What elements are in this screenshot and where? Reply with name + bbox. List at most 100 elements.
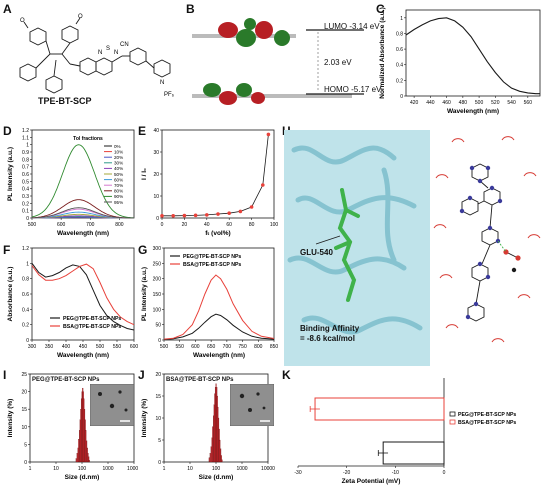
x-tick-label: 1	[29, 466, 32, 472]
ligand-ring	[471, 163, 489, 182]
panel-letter-e: E	[138, 124, 147, 138]
hydrophobic-arc	[451, 138, 465, 143]
tem-particle	[109, 403, 115, 409]
dls-bar	[76, 453, 78, 463]
orbital-lobe	[236, 29, 256, 47]
ligand-bond	[477, 200, 485, 205]
chart-d-pl-spectra: 500 600 700 800 00.1 0.20.30.4 0.50.60.7 0.80.9…	[7, 128, 135, 237]
tem-background	[230, 384, 274, 426]
x-tick-label: 560	[524, 100, 533, 106]
helix	[291, 145, 397, 165]
x-tick-label: 440	[426, 100, 435, 106]
bond	[61, 42, 71, 55]
x-tick-label: 500	[28, 222, 37, 228]
ratio-line	[162, 134, 269, 217]
y-tick-label: 0.2	[22, 201, 29, 207]
y-axis-label: Normalized Absorbance (a.u.)	[379, 7, 386, 99]
y-tick-label: 0	[24, 460, 27, 466]
ring	[129, 47, 147, 66]
y-tick-label: 5	[24, 442, 27, 448]
atom-label: CN	[120, 42, 129, 48]
y-tick-label: 1.2	[22, 128, 29, 134]
y-tick-label: 0	[400, 94, 403, 100]
ligand-bond	[475, 280, 481, 305]
tem-particle	[98, 392, 102, 396]
hydrophobic-arc	[433, 224, 447, 229]
x-axis-label: Zeta Potential (mV)	[342, 478, 401, 485]
dls-bar	[220, 455, 222, 463]
legend-label: PEG@TPE-BT-SCP NPs	[183, 254, 241, 260]
y-tick-label: 1.1	[22, 135, 29, 141]
tem-particle	[124, 408, 128, 412]
atom-label: O	[20, 18, 25, 24]
x-tick-label: 500	[475, 100, 484, 106]
x-tick-label: -20	[343, 470, 350, 476]
bond	[61, 53, 71, 65]
lumo-label: LUMO -3.14 eV	[324, 22, 380, 31]
panel-h-interaction-map	[433, 136, 541, 343]
chart-f-nps-absorbance: 300 350 400 450 500 550 600 0 0.2 0.4 0.6 0.8 1 1.2 Wa…	[7, 246, 138, 359]
data-point	[227, 211, 231, 215]
plot-frame	[161, 129, 275, 219]
legend-label: 10%	[114, 149, 123, 154]
x-axis-label: Wavelength (nm)	[57, 352, 109, 359]
ligand-atom	[485, 165, 491, 171]
hydrophobic-arc	[439, 274, 453, 279]
ligand-ring	[483, 187, 501, 206]
chart-g-nps-pl: 500 550 600 650 700 750 800 850 0 50 100 150 200 250 3…	[141, 246, 278, 359]
ligand-atom	[477, 261, 483, 267]
x-tick-label: 10000	[127, 466, 138, 472]
bond	[145, 60, 155, 69]
hydrophobic-arc	[445, 324, 459, 329]
x-tick-label: 100	[270, 222, 279, 228]
y-tick-label: 30	[153, 150, 159, 156]
data-point	[160, 214, 164, 218]
residue-atom	[511, 267, 517, 273]
legend-swatch	[449, 411, 456, 417]
ligand-atom	[489, 185, 495, 191]
bond	[35, 53, 51, 69]
panel-letter-i: I	[3, 368, 7, 382]
pl-series-line	[31, 144, 135, 219]
chart-c-absorbance: 420 440 460 480 500 520 540 560 0 0.2 0.4 0.6 0.8 1 Wa…	[379, 7, 541, 115]
hydrogen-bond	[497, 240, 507, 253]
absorbance-line	[405, 17, 540, 95]
dls-bar	[210, 446, 212, 463]
data-point	[193, 213, 198, 218]
x-axis-label: fₜ (vol%)	[205, 230, 230, 237]
atom-label: S	[106, 46, 110, 52]
orbital-lobe	[244, 18, 256, 30]
ligand-atom	[487, 225, 493, 231]
x-tick-label: -30	[294, 470, 301, 476]
dls-bar	[88, 460, 90, 463]
tem-particle	[262, 406, 266, 410]
helix	[381, 167, 397, 263]
ligand-atom	[465, 314, 471, 320]
y-tick-label: 1	[26, 143, 29, 149]
protein-background	[284, 130, 430, 366]
bond	[53, 59, 57, 77]
x-tick-label: -10	[392, 470, 399, 476]
x-tick-label: 10	[53, 466, 59, 472]
ligand-ring	[481, 227, 499, 246]
y-tick-label: 0	[156, 216, 159, 222]
x-tick-label: 600	[191, 344, 200, 350]
y-tick-label: 100	[153, 307, 162, 313]
panel-letter-d: D	[3, 124, 12, 138]
y-tick-label: 15	[21, 407, 27, 413]
data-point	[238, 209, 243, 214]
x-tick-label: 10	[187, 466, 193, 472]
helix	[301, 315, 423, 335]
atom-label: N	[98, 50, 102, 56]
panel-letter-b: B	[186, 2, 195, 16]
dls-bar	[209, 453, 211, 463]
x-tick-label: 500	[96, 344, 105, 350]
y-tick-label: 0.6	[22, 292, 29, 298]
legend-label: 40%	[114, 166, 123, 171]
ring	[95, 57, 113, 76]
y-tick-label: 0	[158, 460, 161, 466]
y-tick-label: 300	[153, 246, 162, 252]
y-tick-label: 0.5	[22, 179, 29, 185]
tem-inset	[90, 384, 134, 426]
x-tick-label: 500	[160, 344, 169, 350]
